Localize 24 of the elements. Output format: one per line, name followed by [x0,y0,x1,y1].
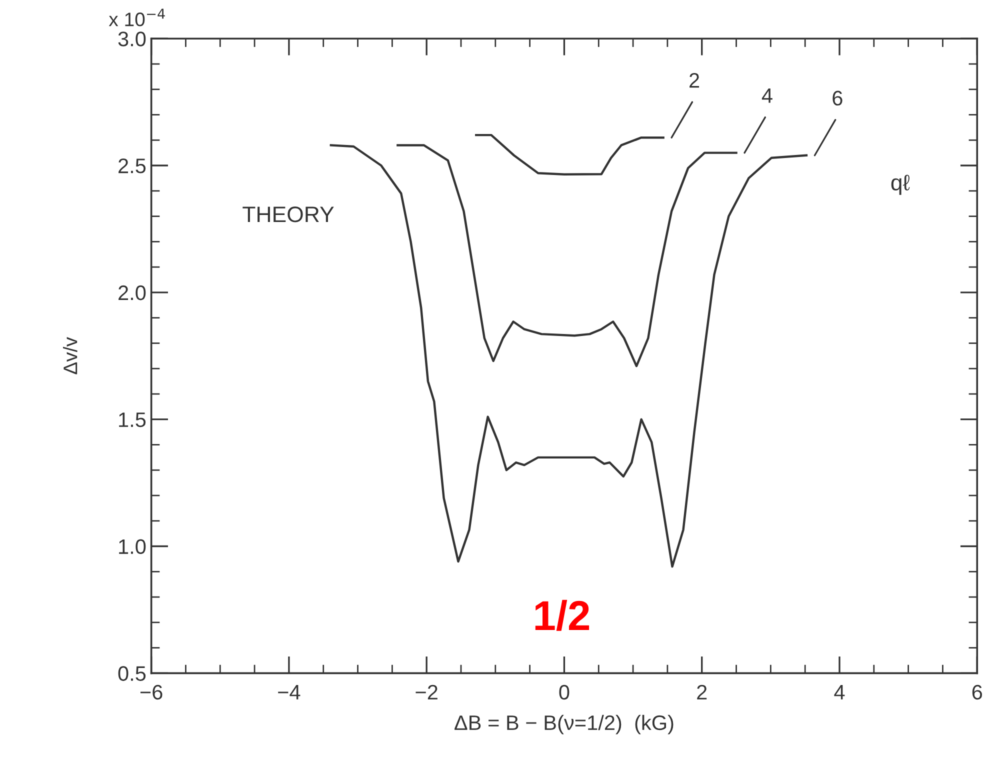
text: x 10$^{−4}$ [108,8,165,26]
x-tick-label: 0 [559,684,570,700]
x-tick-label: −6 [140,684,162,700]
y-tick-label: 3.0 [118,32,146,46]
line-series [475,134,664,176]
x-axis-title: ΔB = B − B(ν=1/2) (kG) [454,714,674,734]
annotation: THEORY [242,206,334,222]
x-tick-label: −2 [416,684,438,700]
text: 6 [832,90,842,106]
y-tick-label: 2.0 [118,285,146,300]
y-tick-label: 1.0 [119,539,146,554]
y-tick-label: 0.5 [118,666,146,681]
line-series [396,144,738,368]
x-tick-label: 2 [697,684,707,700]
x-tick-label: 4 [834,685,845,700]
y-axis-title: Δv/v [62,337,78,374]
text: 4 [762,88,772,103]
y-tick-label: 2.5 [118,158,146,174]
x-tick-label: 6 [972,684,982,700]
x-tick-label: −4 [278,685,300,700]
y-tick-label: 1.5 [119,412,146,428]
legend-label: 2 [690,73,700,88]
annotation: 1/2 [535,600,590,631]
annotation: qℓ [891,174,910,195]
